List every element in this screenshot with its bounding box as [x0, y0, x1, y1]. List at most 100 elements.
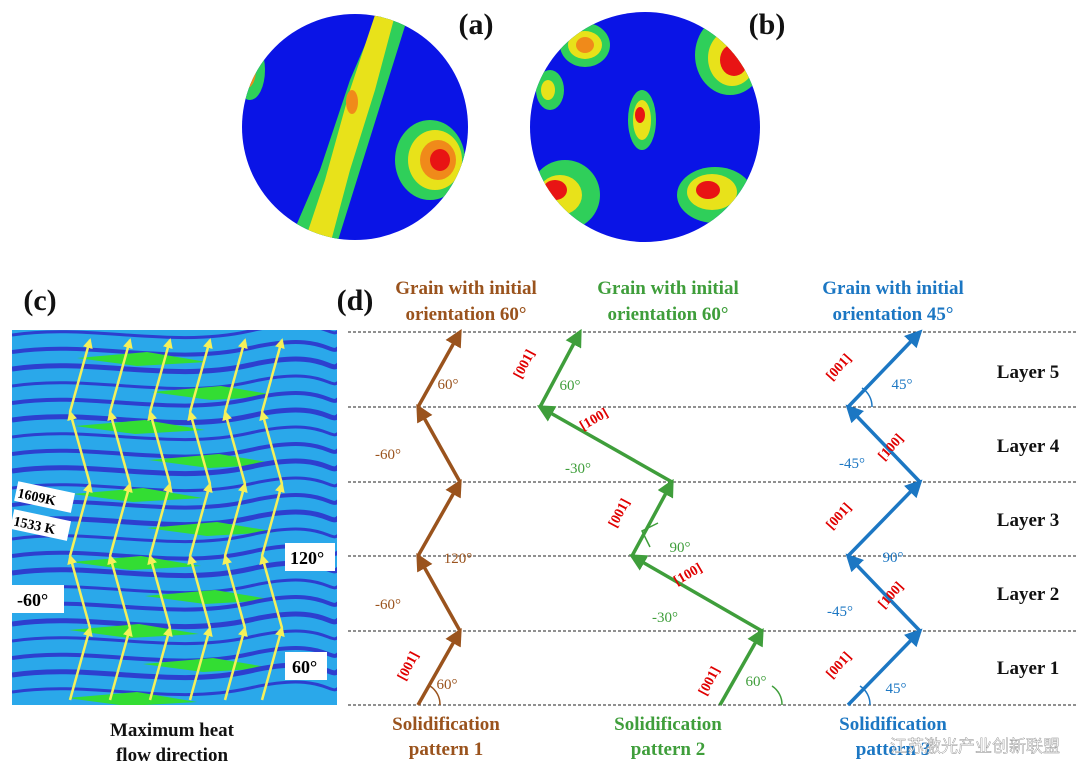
grain — [73, 488, 203, 502]
watermark: 江苏激光产业创新联盟 — [890, 737, 1060, 756]
heat-flow-arrow — [259, 554, 284, 629]
grain-boundary — [12, 356, 337, 375]
column-heading: Grain with initial — [395, 278, 536, 299]
growth-arrow — [536, 405, 673, 484]
angle-label: 90° — [670, 540, 691, 556]
right-angle — [640, 522, 659, 548]
pole-figure-b — [530, 12, 760, 242]
miller-index: [001] — [606, 496, 633, 530]
grain-boundary — [12, 611, 337, 630]
heat-flow-arrow — [108, 626, 133, 701]
growth-arrow — [628, 554, 763, 633]
grain — [149, 454, 279, 468]
heat-flow-arrow — [260, 482, 285, 557]
heat-flow-arrow — [188, 482, 213, 557]
heat-flow-arrow — [67, 410, 92, 485]
layer-label: Layer 5 — [997, 362, 1059, 383]
layer-label: Layer 1 — [997, 658, 1059, 679]
heat-flow-arrow — [222, 410, 247, 485]
miller-index: [001] — [824, 500, 855, 533]
grain-boundary — [12, 330, 337, 340]
growth-arrow — [416, 478, 462, 557]
angle-label: -60° — [17, 590, 48, 610]
column-heading: orientation 45° — [832, 304, 953, 325]
heat-flow-arrow — [148, 338, 173, 413]
angle-label: -45° — [839, 456, 865, 472]
growth-arrow — [845, 553, 922, 633]
schematic: Layer 5 Layer 4 Layer 3 Layer 2 Layer 1 60° -6… — [348, 328, 1078, 707]
growth-arrow — [416, 403, 462, 483]
angle-label: 45° — [892, 377, 913, 393]
angle-label: 60° — [438, 377, 459, 393]
heat-flow-arrow — [148, 482, 173, 557]
angle-label: 60° — [437, 677, 458, 693]
column-footer: Solidification — [392, 714, 500, 735]
grain — [77, 352, 207, 366]
heat-flow-arrow — [187, 554, 212, 629]
grain-boundary — [12, 680, 337, 697]
growth-arrow — [416, 328, 462, 408]
grain-boundary — [12, 340, 337, 357]
column-heading: Grain with initial — [822, 278, 963, 299]
grain-boundary — [12, 374, 337, 391]
layer-label: Layer 3 — [997, 510, 1059, 531]
miller-index: [001] — [824, 351, 855, 384]
heat-flow-arrow — [223, 338, 248, 413]
angle-label: -30° — [652, 610, 678, 626]
angle-arc — [771, 685, 783, 706]
simulation-map — [12, 330, 337, 705]
miller-index: [100] — [876, 431, 907, 464]
grain-boundary — [12, 662, 337, 681]
grain — [143, 658, 273, 672]
angle-label: -60° — [375, 597, 401, 613]
heat-flow-arrow — [147, 410, 172, 485]
heat-flow-arrow — [260, 338, 285, 413]
miller-index: [001] — [511, 347, 538, 381]
grain-boundary — [12, 629, 337, 646]
miller-index: [001] — [824, 649, 855, 682]
growth-arrow — [416, 627, 462, 706]
heat-flow-arrow — [187, 410, 212, 485]
grain-boundary — [12, 646, 337, 663]
grain — [75, 420, 205, 434]
heat-flow-arrow — [107, 554, 132, 629]
heat-flow-arrow — [107, 410, 132, 485]
heat-flow-arrow — [67, 554, 92, 629]
heat-flow-arrow — [68, 482, 93, 557]
heat-flow-arrow — [68, 338, 93, 413]
angle-label: -60° — [375, 447, 401, 463]
growth-arrow — [718, 627, 764, 706]
column-heading: orientation 60° — [405, 304, 526, 325]
panel-label: (b) — [749, 8, 786, 41]
heat-flow-arrow — [223, 626, 248, 701]
grain-boundary — [12, 493, 337, 510]
growth-arrow — [630, 478, 674, 557]
heat-flow-arrow — [68, 626, 93, 701]
column-footer: pattern 2 — [631, 739, 705, 760]
angle-arc — [859, 685, 871, 706]
growth-arrow — [846, 479, 923, 558]
growth-arrow — [538, 328, 582, 408]
miller-index: [001] — [395, 649, 422, 683]
layer-label: Layer 4 — [997, 436, 1060, 457]
grain — [67, 692, 197, 705]
grain-boundary — [12, 595, 337, 612]
growth-arrow — [845, 404, 922, 484]
angle-label: 120° — [290, 548, 324, 568]
grain-boundary — [12, 391, 337, 408]
growth-arrow — [846, 329, 923, 409]
grain-boundary — [12, 442, 337, 459]
miller-index: [100] — [671, 561, 705, 589]
angle-arc — [861, 387, 873, 408]
heat-flow-arrow — [188, 338, 213, 413]
angle-label: 60° — [746, 674, 767, 690]
grain — [71, 556, 201, 570]
angle-label: 90° — [883, 550, 904, 566]
miller-index: [001] — [696, 664, 723, 698]
angle-label: 45° — [886, 681, 907, 697]
heat-flow-arrow — [260, 626, 285, 701]
heat-flow-arrow — [223, 482, 248, 557]
heat-flow-arrow — [222, 554, 247, 629]
panel-label: (d) — [337, 284, 374, 317]
